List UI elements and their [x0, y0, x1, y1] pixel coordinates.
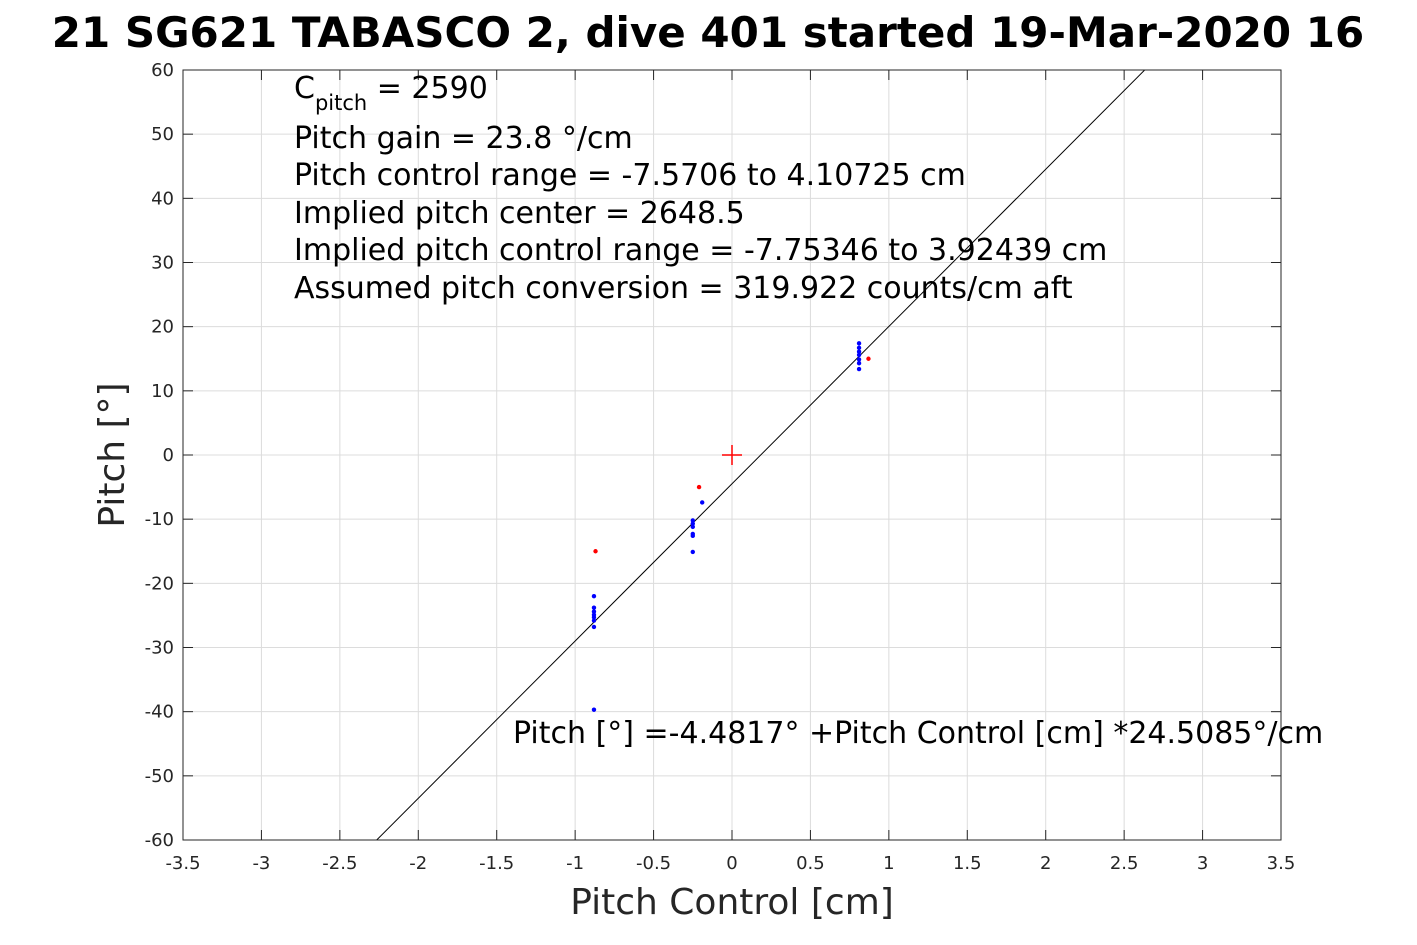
x-tick-label: -2.5 — [322, 853, 357, 874]
blue-data-point — [856, 357, 862, 362]
blue-data-point — [856, 361, 862, 366]
y-tick-label: 40 — [151, 188, 174, 209]
x-tick-label: 0.5 — [796, 853, 825, 874]
fit-line-group — [376, 69, 1146, 841]
chart-title: 21 SG621 TABASCO 2, dive 401 started 19-… — [52, 8, 1364, 57]
blue-data-point — [856, 345, 862, 351]
axis-ticks: -3.5 -3 -2.5 -2 -1.5 -1 -0.5 0 0.5 1 1.5 2 2.5 3 3.5 60… — [145, 60, 1296, 874]
x-tick-label: -0.5 — [636, 853, 671, 874]
blue-data-point — [690, 521, 695, 526]
blue-data-point — [856, 349, 862, 354]
x-tick-label: 3.5 — [1267, 853, 1296, 874]
blue-data-point — [591, 618, 597, 623]
y-tick-label: 30 — [151, 253, 174, 274]
y-tick-label: 20 — [151, 317, 174, 338]
x-tick-label: 2.5 — [1110, 853, 1139, 874]
y-tick-label: -30 — [145, 638, 174, 659]
x-tick-label: 3 — [1197, 853, 1208, 874]
blue-data-point — [690, 524, 695, 530]
red-data-point — [696, 484, 702, 490]
x-tick-label: 2 — [1040, 853, 1051, 874]
y-tick-label: -20 — [145, 573, 174, 594]
x-tick-label: -2 — [409, 853, 427, 874]
blue-data-point — [591, 615, 597, 620]
annotation-pitch-gain: Pitch gain = 23.8 °/cm — [294, 121, 633, 156]
blue-data-point — [856, 341, 862, 346]
blue-data-point — [591, 593, 597, 599]
center-marker-group — [722, 445, 742, 465]
fit-line — [376, 69, 1146, 841]
red-data-point — [866, 356, 871, 361]
x-tick-label: 1.5 — [953, 853, 982, 874]
blue-data-point — [690, 518, 695, 523]
blue-data-point — [690, 533, 695, 539]
y-tick-label: 10 — [151, 381, 174, 402]
y-tick-label: -60 — [145, 830, 174, 851]
y-tick-label: 60 — [151, 60, 174, 81]
y-tick-label: 0 — [163, 445, 174, 466]
x-tick-label: 1 — [883, 853, 894, 874]
blue-data-point — [591, 707, 597, 712]
blue-data-point — [690, 549, 695, 555]
y-tick-label: -50 — [145, 766, 174, 787]
annotation-implied-pitch-control-range: Implied pitch control range = -7.75346 t… — [294, 233, 1107, 268]
annotation-c-pitch-value: = 2590 — [367, 71, 488, 106]
blue-data-point — [591, 605, 597, 610]
fit-equation-label: Pitch [°] =-4.4817° +Pitch Control [cm] … — [513, 716, 1323, 751]
y-axis-label: Pitch [°] — [92, 382, 133, 527]
blue-data-point — [591, 609, 597, 614]
red-data-point — [593, 549, 598, 554]
annotation-c-pitch: Cpitch = 2590 — [294, 71, 488, 115]
annotation-assumed-pitch-conversion: Assumed pitch conversion = 319.922 count… — [294, 271, 1073, 306]
annotation-implied-pitch-center: Implied pitch center = 2648.5 — [294, 196, 745, 231]
y-tick-label: -10 — [145, 509, 174, 530]
blue-data-point — [856, 352, 862, 358]
blue-data-point — [699, 500, 705, 505]
annotation-pitch-control-range: Pitch control range = -7.5706 to 4.10725… — [294, 158, 966, 193]
data-points — [591, 341, 871, 712]
x-tick-label: -1 — [566, 853, 584, 874]
annotation-c-pitch-subscript: pitch — [315, 91, 367, 115]
y-tick-label: 50 — [151, 124, 174, 145]
y-tick-label: -40 — [145, 702, 174, 723]
blue-data-point — [591, 624, 597, 630]
x-tick-label: -3.5 — [165, 853, 200, 874]
annotation-c-pitch-main: C — [294, 71, 315, 106]
x-tick-label: -1.5 — [479, 853, 514, 874]
x-axis-label: Pitch Control [cm] — [570, 882, 894, 923]
blue-data-point — [856, 366, 862, 372]
x-tick-label: 0 — [726, 853, 737, 874]
x-tick-label: -3 — [252, 853, 270, 874]
